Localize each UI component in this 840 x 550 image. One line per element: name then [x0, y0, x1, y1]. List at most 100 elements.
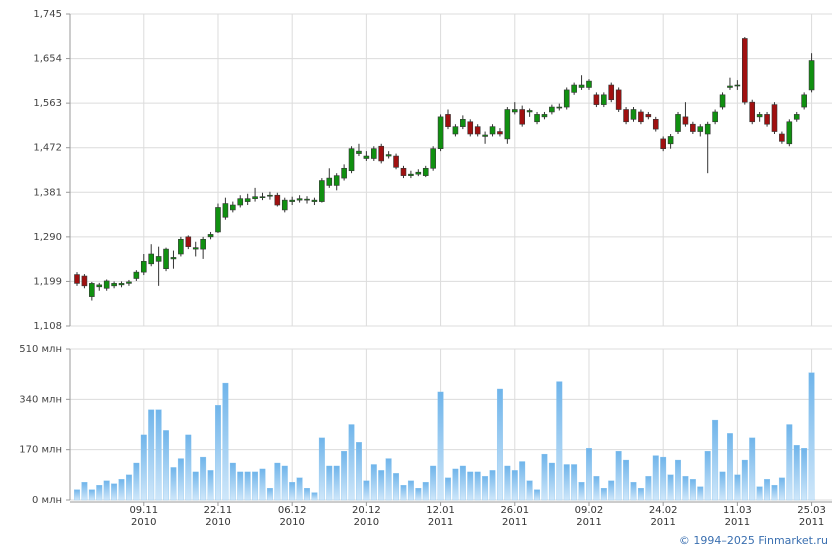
volume-bar: [689, 479, 696, 501]
candle-body: [519, 109, 526, 125]
volume-bar: [266, 488, 273, 501]
candle-body: [155, 256, 162, 262]
candle-body: [460, 119, 466, 127]
footer: © 1994–2025 Finmarket.ru: [678, 534, 828, 547]
candle-body: [712, 111, 718, 123]
candle-body: [170, 257, 177, 260]
y-tick-label: 1,472: [33, 143, 62, 154]
candle-body: [675, 114, 681, 132]
volume-bar: [793, 445, 800, 501]
volume-bar: [474, 471, 481, 501]
candle-body: [615, 89, 622, 110]
candle-body: [304, 198, 310, 201]
volume-bar: [675, 459, 681, 501]
candle-body: [178, 239, 184, 255]
x-tick-label: 24.02 2011: [648, 505, 678, 528]
candle-body: [363, 155, 370, 159]
candle-body: [319, 180, 325, 202]
candle-body: [445, 114, 451, 127]
candle-body: [281, 199, 288, 211]
candle-body: [482, 134, 488, 137]
volume-bar: [296, 477, 303, 501]
volume-bar: [563, 464, 570, 501]
volume-bar: [482, 476, 489, 501]
volume-bar: [452, 468, 459, 501]
volume-bar: [496, 388, 503, 501]
volume-bar: [422, 482, 429, 501]
candle-body: [422, 167, 429, 176]
candle-body: [215, 207, 221, 233]
volume-bar: [400, 485, 407, 501]
candle-body: [793, 114, 800, 120]
candle-body: [378, 145, 385, 162]
volume-bar: [445, 477, 451, 501]
candle-body: [749, 101, 756, 123]
volume-bar: [74, 489, 80, 501]
candle-body: [623, 109, 629, 123]
candle-body: [534, 114, 540, 123]
volume-bar: [548, 462, 555, 501]
volume-bar: [556, 381, 563, 501]
candle-body: [74, 274, 80, 284]
candle-body: [497, 131, 503, 135]
x-tick-label: 09.11 2010: [129, 505, 159, 528]
candle-body: [370, 148, 377, 159]
candle-body: [81, 275, 88, 287]
candle-body: [200, 239, 206, 250]
candle-body: [660, 138, 666, 149]
candle-body: [385, 154, 392, 157]
volume-bar: [244, 471, 251, 501]
volume-bar: [125, 474, 132, 501]
candle-body: [437, 116, 444, 149]
volume-bar: [801, 448, 808, 501]
y-tick-label: 1,199: [33, 276, 62, 287]
volume-bar: [163, 430, 169, 501]
volume-bar: [289, 482, 296, 501]
volume-bar: [363, 480, 370, 501]
volume-bar: [148, 409, 155, 501]
x-tick-label: 11.03 2011: [723, 505, 752, 528]
volume-bar: [155, 409, 162, 501]
candle-body: [163, 248, 169, 269]
candle-body: [430, 148, 436, 169]
volume-bar: [786, 424, 793, 501]
candle-body: [400, 167, 407, 176]
volume-bar: [571, 464, 578, 501]
candle-body: [638, 111, 644, 123]
candle-body: [719, 94, 726, 108]
candle-body: [601, 94, 607, 105]
volume-bar: [623, 459, 630, 501]
volume-bar: [489, 470, 496, 501]
candle-body: [118, 283, 125, 286]
volume-bar: [541, 453, 548, 501]
volume-bar: [534, 489, 540, 501]
candle-body: [467, 121, 474, 135]
volume-bar: [415, 488, 422, 501]
volume-bar: [370, 464, 377, 501]
y-tick-label: 1,654: [33, 54, 62, 65]
volume-bar: [778, 477, 785, 501]
volume-bar: [348, 424, 355, 501]
volume-bar: [712, 419, 719, 501]
y-tick-label: 1,108: [33, 321, 62, 332]
candle-body: [230, 204, 236, 211]
volume-bar: [385, 458, 392, 501]
volume-bar: [615, 450, 622, 501]
candle-body: [348, 148, 355, 172]
candle-body: [356, 150, 362, 154]
volume-bar: [600, 488, 607, 501]
candle-body: [801, 94, 807, 108]
candle-body: [89, 283, 95, 297]
volume-bar: [111, 483, 118, 501]
candle-body: [192, 247, 199, 250]
y-tick-label: 1,381: [33, 187, 62, 198]
candle-body: [326, 177, 333, 186]
candle-body: [252, 196, 258, 199]
volume-bar: [637, 488, 644, 501]
volume-bar: [593, 476, 600, 501]
volume-bar: [749, 437, 756, 501]
volume-bar: [697, 486, 704, 501]
volume-bar: [467, 471, 474, 501]
volume-bar: [311, 492, 318, 501]
